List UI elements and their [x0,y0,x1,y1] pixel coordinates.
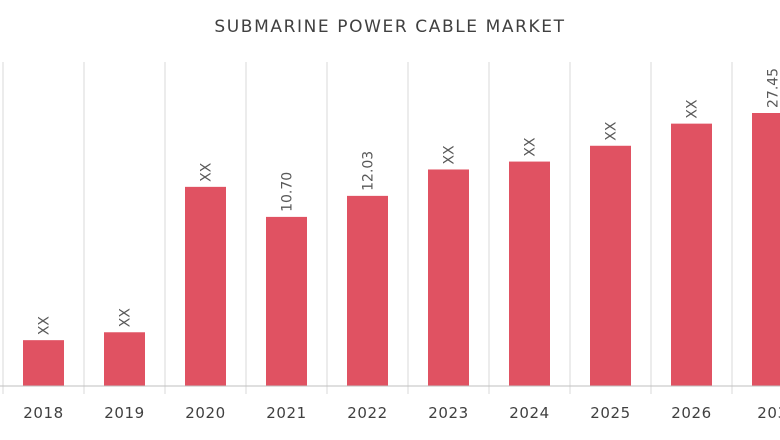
x-tick-label-2018: 2018 [23,404,64,422]
data-label-2026: XX [685,99,701,119]
bar-2023 [428,169,469,386]
data-label-2024: XX [523,137,539,157]
bar-2024 [509,161,550,386]
x-tick-label-2026: 2026 [671,404,712,422]
data-label-2020: XX [199,162,215,182]
chart-title: SUBMARINE POWER CABLE MARKET [214,17,566,37]
x-tick-label-2021: 2021 [266,404,307,422]
data-label-2021: 10.70 [280,172,296,212]
grid-lines [2,62,733,394]
bar-2019 [104,332,145,386]
x-tick-label-2023: 2023 [428,404,469,422]
data-label-2025: XX [604,121,620,141]
data-labels: XX XX XX 10.70 12.03 XX XX XX XX 27.45 [37,68,780,335]
bar-2021 [266,216,307,386]
x-tick-label-2032: 203 [757,404,780,422]
x-tick-label-2025: 2025 [590,404,631,422]
x-tick-label-2019: 2019 [104,404,145,422]
data-label-2032: 27.45 [766,68,780,108]
data-label-2022: 12.03 [361,151,377,191]
bar-2025 [590,145,631,386]
bars [23,113,780,386]
bar-2022 [347,195,388,386]
x-tick-label-2020: 2020 [185,404,226,422]
data-label-2019: XX [118,308,134,328]
data-label-2023: XX [442,145,458,165]
x-axis: 2018 2019 2020 2021 2022 2023 2024 2025 2026 203 [0,385,780,422]
bar-2020 [185,186,226,386]
x-tick-label-2022: 2022 [347,404,388,422]
x-tick-label-2024: 2024 [509,404,550,422]
bar-2032 [752,113,780,386]
bar-2026 [671,123,712,386]
bar-2018 [23,340,64,386]
data-label-2018: XX [37,316,53,336]
